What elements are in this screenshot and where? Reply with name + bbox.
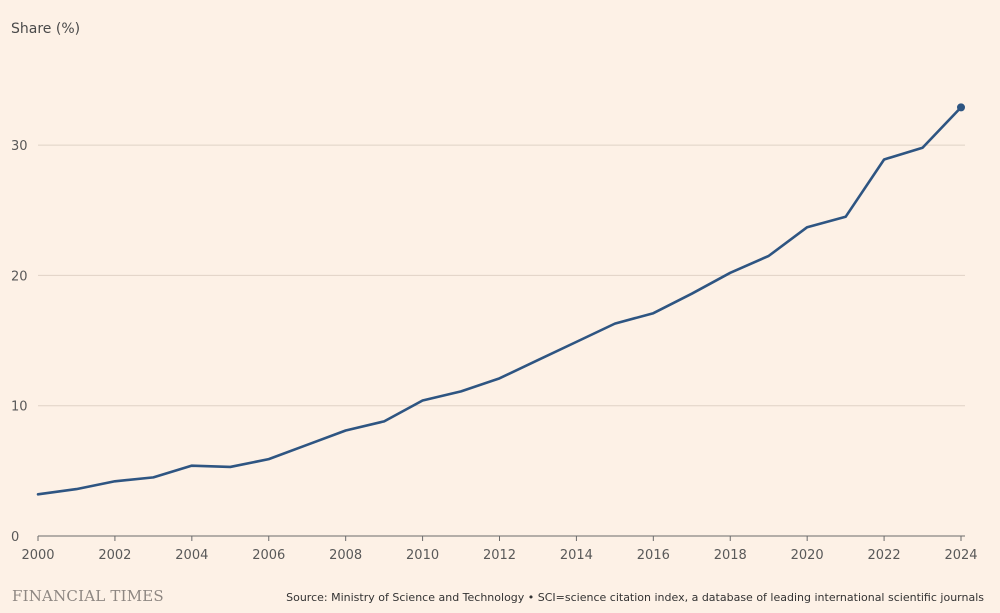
y-tick-label: 20	[11, 269, 28, 284]
y-axis-label: Share (%)	[11, 21, 80, 37]
brand-logo: FINANCIAL TIMES	[12, 587, 164, 605]
x-tick-label: 2024	[944, 548, 977, 563]
gridlines	[38, 144, 965, 407]
x-tick-label: 2018	[714, 548, 747, 563]
x-tick-label: 2000	[21, 548, 54, 563]
x-tick-label: 2002	[98, 548, 131, 563]
y-tick-label: 10	[11, 400, 28, 415]
end-point-marker	[957, 103, 965, 112]
axes: 0 10 20 30 2000 2002 2004 2006 2008 2010 2012 2014 2…	[11, 139, 978, 563]
series-line	[36, 106, 963, 496]
x-tick-label: 2022	[868, 548, 901, 563]
y-tick-label: 0	[11, 530, 19, 545]
x-tick-label: 2012	[483, 548, 516, 563]
x-tick-label: 2010	[406, 548, 439, 563]
x-tick-label: 2016	[637, 548, 670, 563]
source-note: Source: Ministry of Science and Technolo…	[286, 591, 984, 604]
x-tick-label: 2004	[175, 548, 208, 563]
y-tick-label: 30	[11, 139, 28, 154]
x-tick-label: 2006	[252, 548, 285, 563]
x-tick-label: 2014	[560, 548, 593, 563]
x-tick-label: 2020	[791, 548, 824, 563]
x-tick-label: 2008	[329, 548, 362, 563]
series	[36, 103, 965, 496]
